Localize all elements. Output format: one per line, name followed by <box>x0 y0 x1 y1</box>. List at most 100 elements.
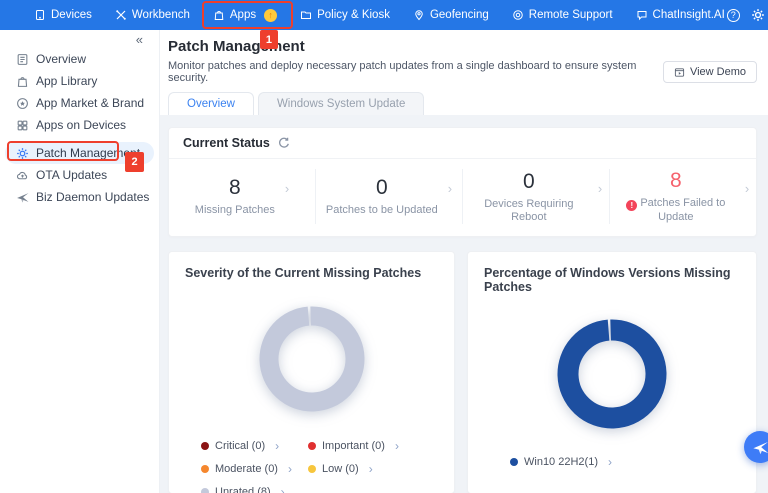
stat-value: 8 <box>228 176 241 199</box>
chat-bubble-icon <box>637 11 647 21</box>
stat-patches-to-be-updated[interactable]: 0 Patches to be Updated › <box>316 169 463 224</box>
view-demo-button[interactable]: View Demo <box>662 61 757 83</box>
sidebar-item-overview[interactable]: Overview <box>5 48 154 70</box>
legend-dot <box>510 458 518 466</box>
nav-label: Workbench <box>131 9 190 21</box>
workbench-icon <box>116 10 126 20</box>
nav-item-policy-kiosk[interactable]: Policy & Kiosk <box>298 0 392 30</box>
current-status-title: Current Status <box>183 136 270 150</box>
nav-item-geofencing[interactable]: Geofencing <box>411 0 491 30</box>
patch-gear-icon <box>17 147 28 159</box>
sidebar-item-label: App Market & Brand <box>36 96 145 110</box>
nav-label: Policy & Kiosk <box>317 9 390 21</box>
devices-icon <box>36 10 44 20</box>
paper-plane-icon <box>17 192 29 203</box>
cloud-update-icon <box>16 171 28 179</box>
app-shell: « Overview App Library App Market & Bran… <box>0 30 768 493</box>
sidebar-item-label: App Library <box>36 74 98 88</box>
sidebar-item-ota-updates[interactable]: OTA Updates <box>5 164 154 186</box>
chevron-right-icon: › <box>597 181 603 196</box>
refresh-icon[interactable] <box>278 137 290 149</box>
sidebar-item-label: Patch Management <box>36 146 141 160</box>
chevron-right-icon: › <box>744 181 750 196</box>
stat-label: ! Patches Failed to Update <box>617 197 735 224</box>
chevron-right-icon: › <box>447 181 453 196</box>
current-status-header: Current Status <box>169 128 756 159</box>
page-title: Patch Management <box>168 38 305 55</box>
stat-value: 0 <box>375 176 388 199</box>
severity-legend: Critical (0) › Important (0) › Moderate … <box>201 439 438 493</box>
charts-row: Severity of the Current Missing Patches … <box>168 251 757 493</box>
sidebar-item-patch-management[interactable]: Patch Management 2 <box>5 141 154 172</box>
legend-dot <box>308 442 316 450</box>
apps-icon <box>214 11 224 20</box>
help-icon[interactable]: ? <box>726 8 740 22</box>
tab-overview[interactable]: Overview <box>168 92 254 115</box>
donut-ring <box>557 319 667 429</box>
sidebar-item-app-market-brand[interactable]: App Market & Brand <box>5 92 154 114</box>
sidebar-item-label: Apps on Devices <box>36 118 127 132</box>
sidebar-item-apps-on-devices[interactable]: Apps on Devices <box>5 114 154 136</box>
settings-gear-icon[interactable] <box>751 8 765 22</box>
stat-devices-requiring-reboot[interactable]: 0 Devices Requiring Reboot › <box>463 169 610 224</box>
main-nav: Devices Workbench Apps ↑ 1 Policy & Kios… <box>32 0 727 49</box>
legend-item-low[interactable]: Low (0) › <box>308 462 438 476</box>
nav-label: ChatInsight.AI <box>652 9 725 21</box>
legend-dot <box>201 488 209 493</box>
demo-video-icon <box>674 67 685 77</box>
tab-windows-system-update[interactable]: Windows System Update <box>257 92 425 115</box>
stat-value: 0 <box>522 169 535 193</box>
paper-plane-icon <box>752 441 768 454</box>
windows-versions-legend: Win10 22H2(1) › <box>510 455 740 469</box>
page-header: Patch Management Monitor patches and dep… <box>160 30 768 115</box>
current-status-card: Current Status 8 Missing Patches › <box>168 127 757 237</box>
legend-dot <box>308 465 316 473</box>
chevron-right-icon: › <box>394 439 399 453</box>
apps-update-badge: ↑ <box>264 8 278 22</box>
legend-item-moderate[interactable]: Moderate (0) › <box>201 462 308 476</box>
page-description-row: Monitor patches and deploy necessary pat… <box>168 60 757 84</box>
stat-label: Missing Patches <box>194 204 275 216</box>
chevron-right-icon: › <box>607 455 612 469</box>
legend-item-win10-22h2[interactable]: Win10 22H2(1) › <box>510 455 740 469</box>
sidebar-item-label: OTA Updates <box>36 168 108 182</box>
assistant-float-button[interactable] <box>744 431 768 463</box>
sidebar-item-app-library[interactable]: App Library <box>5 70 154 92</box>
nav-item-chatinsight[interactable]: ChatInsight.AI <box>634 0 727 30</box>
nav-item-remote-support[interactable]: Remote Support <box>510 0 615 30</box>
alert-icon: ! <box>626 200 638 211</box>
stat-patches-failed-to-update[interactable]: 8 ! Patches Failed to Update › <box>610 169 756 224</box>
stat-label: Patches to be Updated <box>325 204 438 216</box>
sidebar-item-label: Biz Daemon Updates <box>36 190 150 204</box>
sidebar-collapse-button[interactable]: « <box>0 33 159 48</box>
main-area: Patch Management Monitor patches and dep… <box>160 30 768 493</box>
tab-content: Current Status 8 Missing Patches › <box>160 115 768 493</box>
legend-item-unrated[interactable]: Unrated (8) › <box>201 485 308 493</box>
legend-item-critical[interactable]: Critical (0) › <box>201 439 308 453</box>
nav-label: Devices <box>51 9 92 21</box>
legend-dot <box>201 442 209 450</box>
stat-missing-patches[interactable]: 8 Missing Patches › <box>169 169 316 224</box>
status-stats-row: 8 Missing Patches › 0 Patches to be Upda… <box>169 159 756 236</box>
nav-item-devices[interactable]: Devices <box>32 0 94 30</box>
legend-item-important[interactable]: Important (0) › <box>308 439 438 453</box>
chevron-right-icon: › <box>368 462 373 476</box>
chart-title: Percentage of Windows Versions Missing P… <box>484 266 731 294</box>
severity-chart-card: Severity of the Current Missing Patches … <box>168 251 455 493</box>
folder-icon <box>301 11 312 19</box>
star-circle-icon <box>17 97 28 109</box>
up-arrow-icon: ↑ <box>268 10 273 20</box>
legend-dot <box>201 465 209 473</box>
chevron-right-icon: › <box>284 181 290 196</box>
document-icon <box>17 53 28 65</box>
nav-item-workbench[interactable]: Workbench <box>113 0 192 30</box>
sidebar-item-label: Overview <box>36 52 87 66</box>
page-description: Monitor patches and deploy necessary pat… <box>168 60 637 84</box>
location-pin-icon <box>415 10 423 21</box>
sidebar-item-biz-daemon-updates[interactable]: Biz Daemon Updates <box>5 186 154 208</box>
nav-item-apps[interactable]: Apps ↑ 1 <box>201 0 294 49</box>
windows-versions-donut-chart <box>484 318 740 430</box>
topbar-right-actions: ? ▾ <box>726 5 768 25</box>
windows-versions-chart-card: Percentage of Windows Versions Missing P… <box>467 251 757 493</box>
